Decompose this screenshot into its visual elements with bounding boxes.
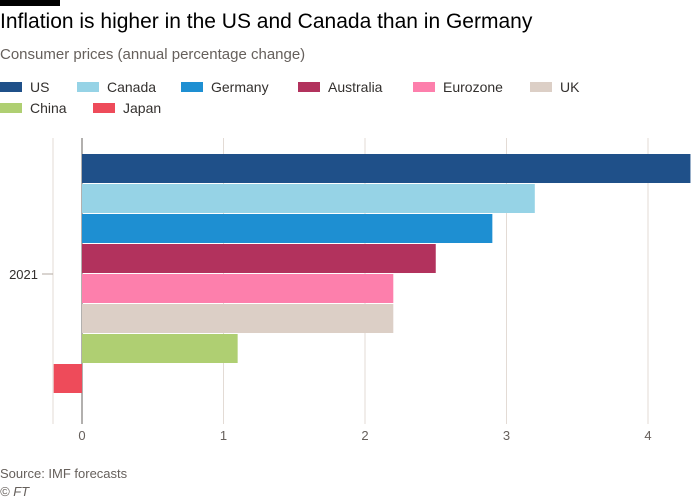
legend-swatch-eurozone (413, 82, 435, 92)
bar-uk (82, 304, 394, 333)
legend-item-australia: Australia (298, 79, 382, 95)
bar-us (82, 154, 691, 183)
x-tick-label: 3 (503, 428, 510, 443)
legend-item-japan: Japan (93, 100, 161, 116)
legend-label-us: US (30, 79, 50, 95)
legend-label-australia: Australia (328, 79, 383, 95)
chart-subtitle: Consumer prices (annual percentage chang… (0, 46, 306, 63)
legend-swatch-germany (181, 82, 203, 92)
bar-china (82, 334, 238, 363)
legend-label-eurozone: Eurozone (443, 79, 503, 95)
bars (53, 154, 691, 393)
x-tick-label: 0 (78, 428, 85, 443)
legend-label-japan: Japan (123, 100, 162, 116)
legend-item-eurozone: Eurozone (413, 79, 503, 95)
legend-swatch-australia (298, 82, 320, 92)
legend-swatch-uk (530, 82, 552, 92)
legend-item-canada: Canada (77, 79, 156, 95)
legend-item-china: China (0, 100, 67, 116)
chart-credit: © FT (0, 484, 30, 499)
x-tick-label: 1 (220, 428, 227, 443)
legend-item-us: US (0, 79, 49, 95)
bar-canada (82, 184, 535, 213)
legend-label-uk: UK (560, 79, 580, 95)
chart-source: Source: IMF forecasts (0, 466, 128, 481)
ft-top-bar (0, 0, 60, 6)
bar-eurozone (82, 274, 394, 303)
x-tick-label: 4 (644, 428, 651, 443)
legend-item-uk: UK (530, 79, 579, 95)
axes: 0 1 2 3 4 2021 (9, 138, 652, 443)
legend-label-germany: Germany (211, 79, 269, 95)
legend-swatch-china (0, 103, 22, 113)
chart-legend: US Canada Germany Australia Eurozone UK … (0, 79, 700, 119)
legend-swatch-japan (93, 103, 115, 113)
legend-swatch-us (0, 82, 22, 92)
legend-label-canada: Canada (107, 79, 157, 95)
chart-title: Inflation is higher in the US and Canada… (0, 10, 533, 33)
x-tick-label: 2 (361, 428, 368, 443)
bar-japan (53, 364, 82, 393)
bar-australia (82, 244, 436, 273)
legend-swatch-canada (77, 82, 99, 92)
bar-chart: 0 1 2 3 4 2021 (9, 138, 691, 443)
bar-germany (82, 214, 493, 243)
category-label-2021: 2021 (9, 267, 38, 282)
legend-label-china: China (30, 100, 67, 116)
legend-item-germany: Germany (181, 79, 269, 95)
